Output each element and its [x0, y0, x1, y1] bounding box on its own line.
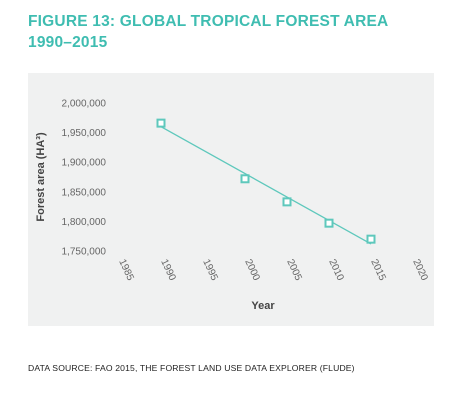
data-points — [156, 118, 376, 244]
data-point — [282, 197, 292, 207]
x-axis-title: Year — [251, 300, 275, 312]
figure-title-line1: FIGURE 13: GLOBAL TROPICAL FOREST AREA — [28, 13, 389, 30]
y-axis-title: Forest area (HA³) — [35, 132, 47, 222]
y-tick-label: 1,800,000 — [62, 217, 107, 228]
x-tick-label: 1995 — [200, 258, 220, 283]
x-tick-label: 1985 — [116, 258, 136, 283]
y-tick-label: 1,850,000 — [62, 187, 107, 198]
data-point — [324, 218, 334, 228]
x-axis-ticks: 1985 1990 1995 2000 2005 2010 2015 2020 — [116, 258, 430, 283]
x-tick-label: 2000 — [242, 258, 262, 283]
y-tick-label: 2,000,000 — [62, 99, 107, 110]
chart-panel: 1,750,000 1,800,000 1,850,000 1,900,000 1,95… — [28, 73, 434, 326]
y-axis-ticks: 1,750,000 1,800,000 1,850,000 1,900,000 1,95… — [62, 99, 107, 258]
figure-title: FIGURE 13: GLOBAL TROPICAL FOREST AREA 1… — [28, 11, 448, 53]
y-tick-label: 1,950,000 — [62, 128, 107, 139]
figure-title-line2: 1990–2015 — [28, 34, 108, 51]
x-tick-label: 2010 — [326, 258, 346, 283]
x-tick-label: 1990 — [158, 258, 178, 283]
y-tick-label: 1,900,000 — [62, 158, 107, 169]
forest-area-chart: 1,750,000 1,800,000 1,850,000 1,900,000 1,95… — [35, 99, 430, 313]
data-source-note: DATA SOURCE: FAO 2015, THE FOREST LAND U… — [28, 363, 355, 373]
x-tick-label: 2020 — [410, 258, 430, 283]
x-tick-label: 2015 — [368, 258, 388, 283]
x-tick-label: 2005 — [284, 258, 304, 283]
y-tick-label: 1,750,000 — [62, 247, 107, 258]
data-point — [156, 118, 166, 128]
trend-line — [160, 126, 372, 245]
data-point — [240, 174, 250, 184]
data-point — [366, 234, 376, 244]
